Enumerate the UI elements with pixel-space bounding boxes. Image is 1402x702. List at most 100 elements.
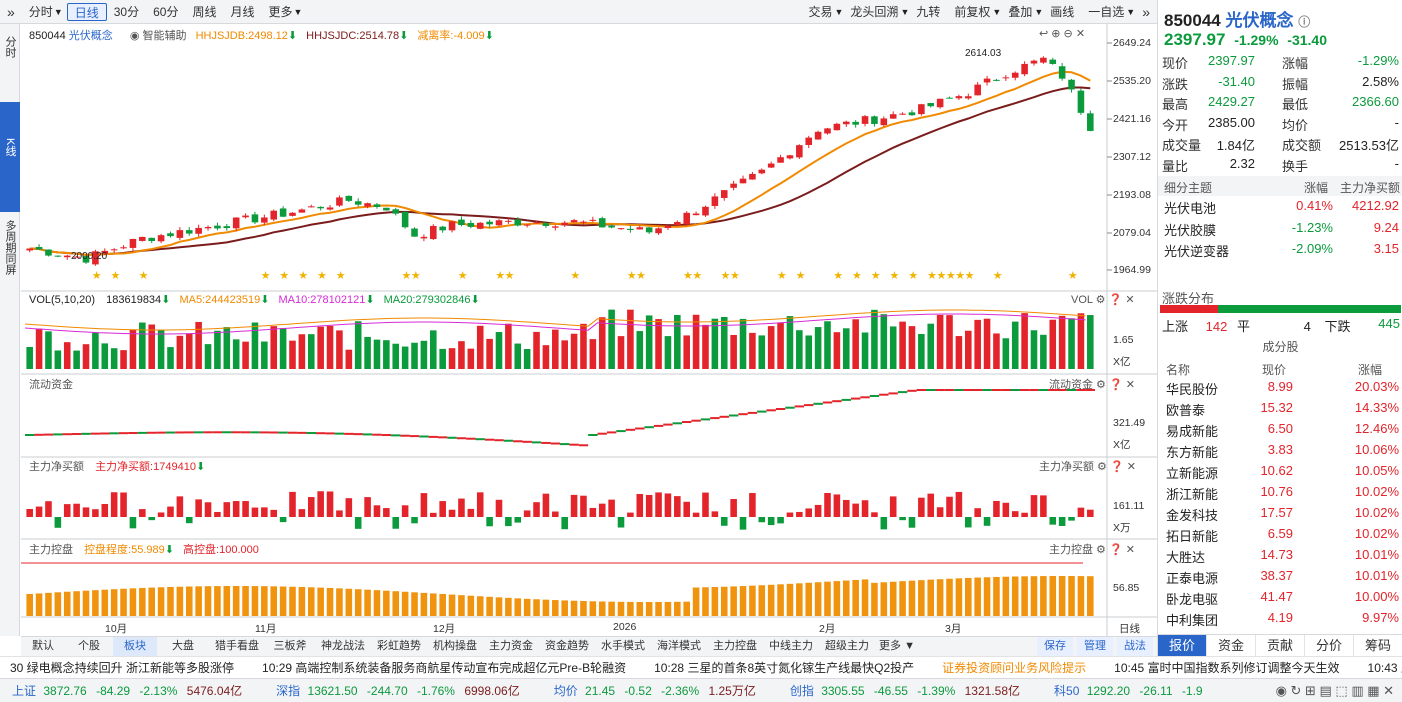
index-quote[interactable]: 深指 13621.50 -244.70 -1.76% 6998.06亿: [276, 682, 520, 699]
tab-dragon[interactable]: 神龙战法: [321, 640, 365, 652]
tab-kline[interactable]: K线: [0, 102, 20, 212]
chart-mode-tabs: 分时 K线 多周期同屏: [0, 24, 20, 636]
tab-market[interactable]: 大盘: [172, 640, 194, 652]
tab-main-control[interactable]: 主力控盘: [713, 640, 757, 652]
tab-timeshare[interactable]: 分时: [4, 36, 16, 58]
tab-sector[interactable]: 板块: [113, 637, 157, 656]
status-tool-icons[interactable]: ◉ ↻ ⊞ ▤ ⬚ ▥ ▦ ✕: [1275, 682, 1394, 698]
constituent-pct: 10.01%: [1354, 547, 1399, 562]
constituent-row[interactable]: 华民股份 8.99 20.03%: [1158, 379, 1402, 400]
watchlist-button[interactable]: 一自选: [1088, 4, 1125, 19]
constituent-row[interactable]: 东方新能 3.83 10.06%: [1158, 442, 1402, 463]
tab-mid-main[interactable]: 中线主力: [769, 640, 813, 652]
flow-step: [43, 433, 54, 436]
period-tab-60min[interactable]: 60分: [153, 4, 179, 19]
news-item[interactable]: 10:45 富时中国指数系列修订调整今天生效: [1114, 661, 1340, 675]
constituent-row[interactable]: 易成新能 6.50 12.46%: [1158, 421, 1402, 442]
manage-button[interactable]: 管理: [1077, 637, 1113, 656]
flow-step: [935, 389, 945, 391]
tab-super-main[interactable]: 超级主力: [825, 640, 869, 652]
period-tab-30min[interactable]: 30分: [113, 4, 140, 19]
control-bar: [373, 590, 381, 616]
vol-panel-tools[interactable]: VOL ⚙ ❓ ✕: [1071, 294, 1135, 306]
strategy-button[interactable]: 战法: [1117, 637, 1153, 656]
period-more-button[interactable]: 更多: [268, 4, 293, 19]
period-tab-daily[interactable]: 日线: [66, 2, 107, 21]
tab-multi-period[interactable]: 多周期同屏: [4, 220, 16, 275]
constituent-row[interactable]: 浙江新能 10.76 10.02%: [1158, 484, 1402, 505]
control-bar: [486, 596, 493, 616]
nine-turn-button[interactable]: 九转: [916, 4, 941, 19]
candle: [993, 79, 1000, 81]
candle: [251, 214, 259, 223]
tab-stock[interactable]: 个股: [78, 640, 100, 652]
index-quote[interactable]: 上证 3872.76 -84.29 -2.13% 5476.04亿: [12, 682, 242, 699]
news-item[interactable]: 10:43 上: [1367, 661, 1402, 675]
tab-sailor[interactable]: 水手模式: [601, 640, 645, 652]
chevron-down-icon[interactable]: ▼: [53, 6, 63, 17]
index-quote[interactable]: 均价 21.45 -0.52 -2.36% 1.25万亿: [554, 682, 756, 699]
subtheme-row[interactable]: 光伏逆变器 -2.09% 3.15: [1158, 241, 1402, 262]
signal-star-icon: ★: [730, 270, 740, 282]
ctrl-panel-tools[interactable]: 主力控盘 ⚙ ❓ ✕: [1049, 544, 1135, 556]
news-item[interactable]: 10:29 高端控制系统装备服务商航星传动宣布完成超亿元Pre-B轮融资: [262, 661, 627, 675]
constituent-row[interactable]: 欧普泰 15.32 14.33%: [1158, 400, 1402, 421]
tab-axe[interactable]: 三板斧: [273, 640, 307, 652]
tab-more[interactable]: 更多 ▼: [879, 640, 915, 652]
tab-ocean[interactable]: 海洋模式: [657, 640, 701, 652]
expand-icon[interactable]: »: [1142, 3, 1150, 20]
period-tab-weekly[interactable]: 周线: [192, 4, 217, 19]
news-item[interactable]: 证券投资顾问业务风险提示: [942, 661, 1087, 675]
tab-筹码[interactable]: 筹码: [1354, 635, 1402, 656]
signal-star-icon: ★: [955, 270, 965, 282]
flow-legend: 流动资金: [29, 379, 73, 391]
constituent-row[interactable]: 大胜达 14.73 10.01%: [1158, 547, 1402, 568]
trade-button[interactable]: 交易: [808, 4, 833, 19]
info-icon[interactable]: ⓘ: [1298, 15, 1311, 29]
control-bar: [674, 601, 681, 616]
high-price-label: 2614.03: [965, 48, 1002, 59]
main-panel-icons[interactable]: ↩ ⊕ ⊖ ✕: [1039, 28, 1086, 40]
constituent-row[interactable]: 拓日新能 6.59 10.02%: [1158, 526, 1402, 547]
overlay-button[interactable]: 叠加: [1008, 4, 1033, 19]
constituent-row[interactable]: 中利集团 4.19 9.97%: [1158, 610, 1402, 631]
news-item[interactable]: 10:28 三星的首条8英寸氮化镓生产线最快Q2投产: [654, 661, 915, 675]
tab-main-fund[interactable]: 主力资金: [489, 640, 533, 652]
constituent-row[interactable]: 卧龙电驱 41.47 10.00%: [1158, 589, 1402, 610]
adjust-button[interactable]: 前复权: [954, 4, 991, 19]
tab-institution[interactable]: 机构操盘: [433, 640, 477, 652]
constituent-row[interactable]: 立新能源 10.62 10.05%: [1158, 463, 1402, 484]
tab-报价[interactable]: 报价: [1158, 635, 1207, 656]
constituent-row[interactable]: 正泰电源 38.37 10.01%: [1158, 568, 1402, 589]
period-tab-monthly[interactable]: 月线: [230, 4, 255, 19]
tab-资金[interactable]: 资金: [1207, 635, 1256, 656]
tab-default[interactable]: 默认: [32, 640, 54, 652]
signal-star-icon: ★: [495, 270, 505, 282]
quote-header: 850044 光伏概念 ⓘ: [1164, 6, 1310, 31]
vol-ma-line: [24, 313, 1086, 335]
smart-assist-toggle[interactable]: ◉ 智能辅助: [129, 30, 187, 42]
subtheme-row[interactable]: 光伏胶膜 -1.23% 9.24: [1158, 220, 1402, 241]
chevron-down-icon[interactable]: ▼: [293, 6, 303, 17]
collapse-icon[interactable]: »: [7, 3, 15, 20]
index-quote[interactable]: 创指 3305.55 -46.55 -1.39% 1321.58亿: [790, 682, 1020, 699]
net-panel-tools[interactable]: 主力净买额 ⚙ ❓ ✕: [1039, 461, 1136, 473]
period-tab-minute[interactable]: 分时: [28, 4, 53, 19]
flow-panel-tools[interactable]: 流动资金 ⚙ ❓ ✕: [1049, 379, 1135, 391]
constituent-row[interactable]: 金发科技 17.57 10.02%: [1158, 505, 1402, 526]
tab-贡献[interactable]: 贡献: [1256, 635, 1305, 656]
draw-line-button[interactable]: 画线: [1050, 4, 1075, 19]
kline-chart[interactable]: ★ ★ ★ ★ ★ ★ ★ ★ ★ ★ ★ ★ ★ ★ ★ ★ ★ ★ ★ ★ ★ ★ ★ ★ ★ ★ ★ ★ ★ ★ ★ ★ ★ ★: [21, 24, 1157, 636]
leader-review-button[interactable]: 龙头回溯: [850, 4, 899, 19]
tab-fund-trend[interactable]: 资金趋势: [545, 640, 589, 652]
control-bar: [533, 599, 540, 616]
tab-分价[interactable]: 分价: [1305, 635, 1354, 656]
save-button[interactable]: 保存: [1037, 637, 1073, 656]
news-item[interactable]: 30 绿电概念持续回升 浙江新能等多股涨停: [10, 661, 235, 675]
index-quote[interactable]: 科50 1292.20 -26.11 -1.9: [1054, 682, 1203, 699]
tab-hunter[interactable]: 猎手看盘: [215, 640, 259, 652]
tab-rainbow[interactable]: 彩虹趋势: [377, 640, 421, 652]
control-bar: [514, 598, 522, 616]
control-bar: [270, 586, 278, 616]
subtheme-row[interactable]: 光伏电池 0.41% 4212.92: [1158, 198, 1402, 219]
